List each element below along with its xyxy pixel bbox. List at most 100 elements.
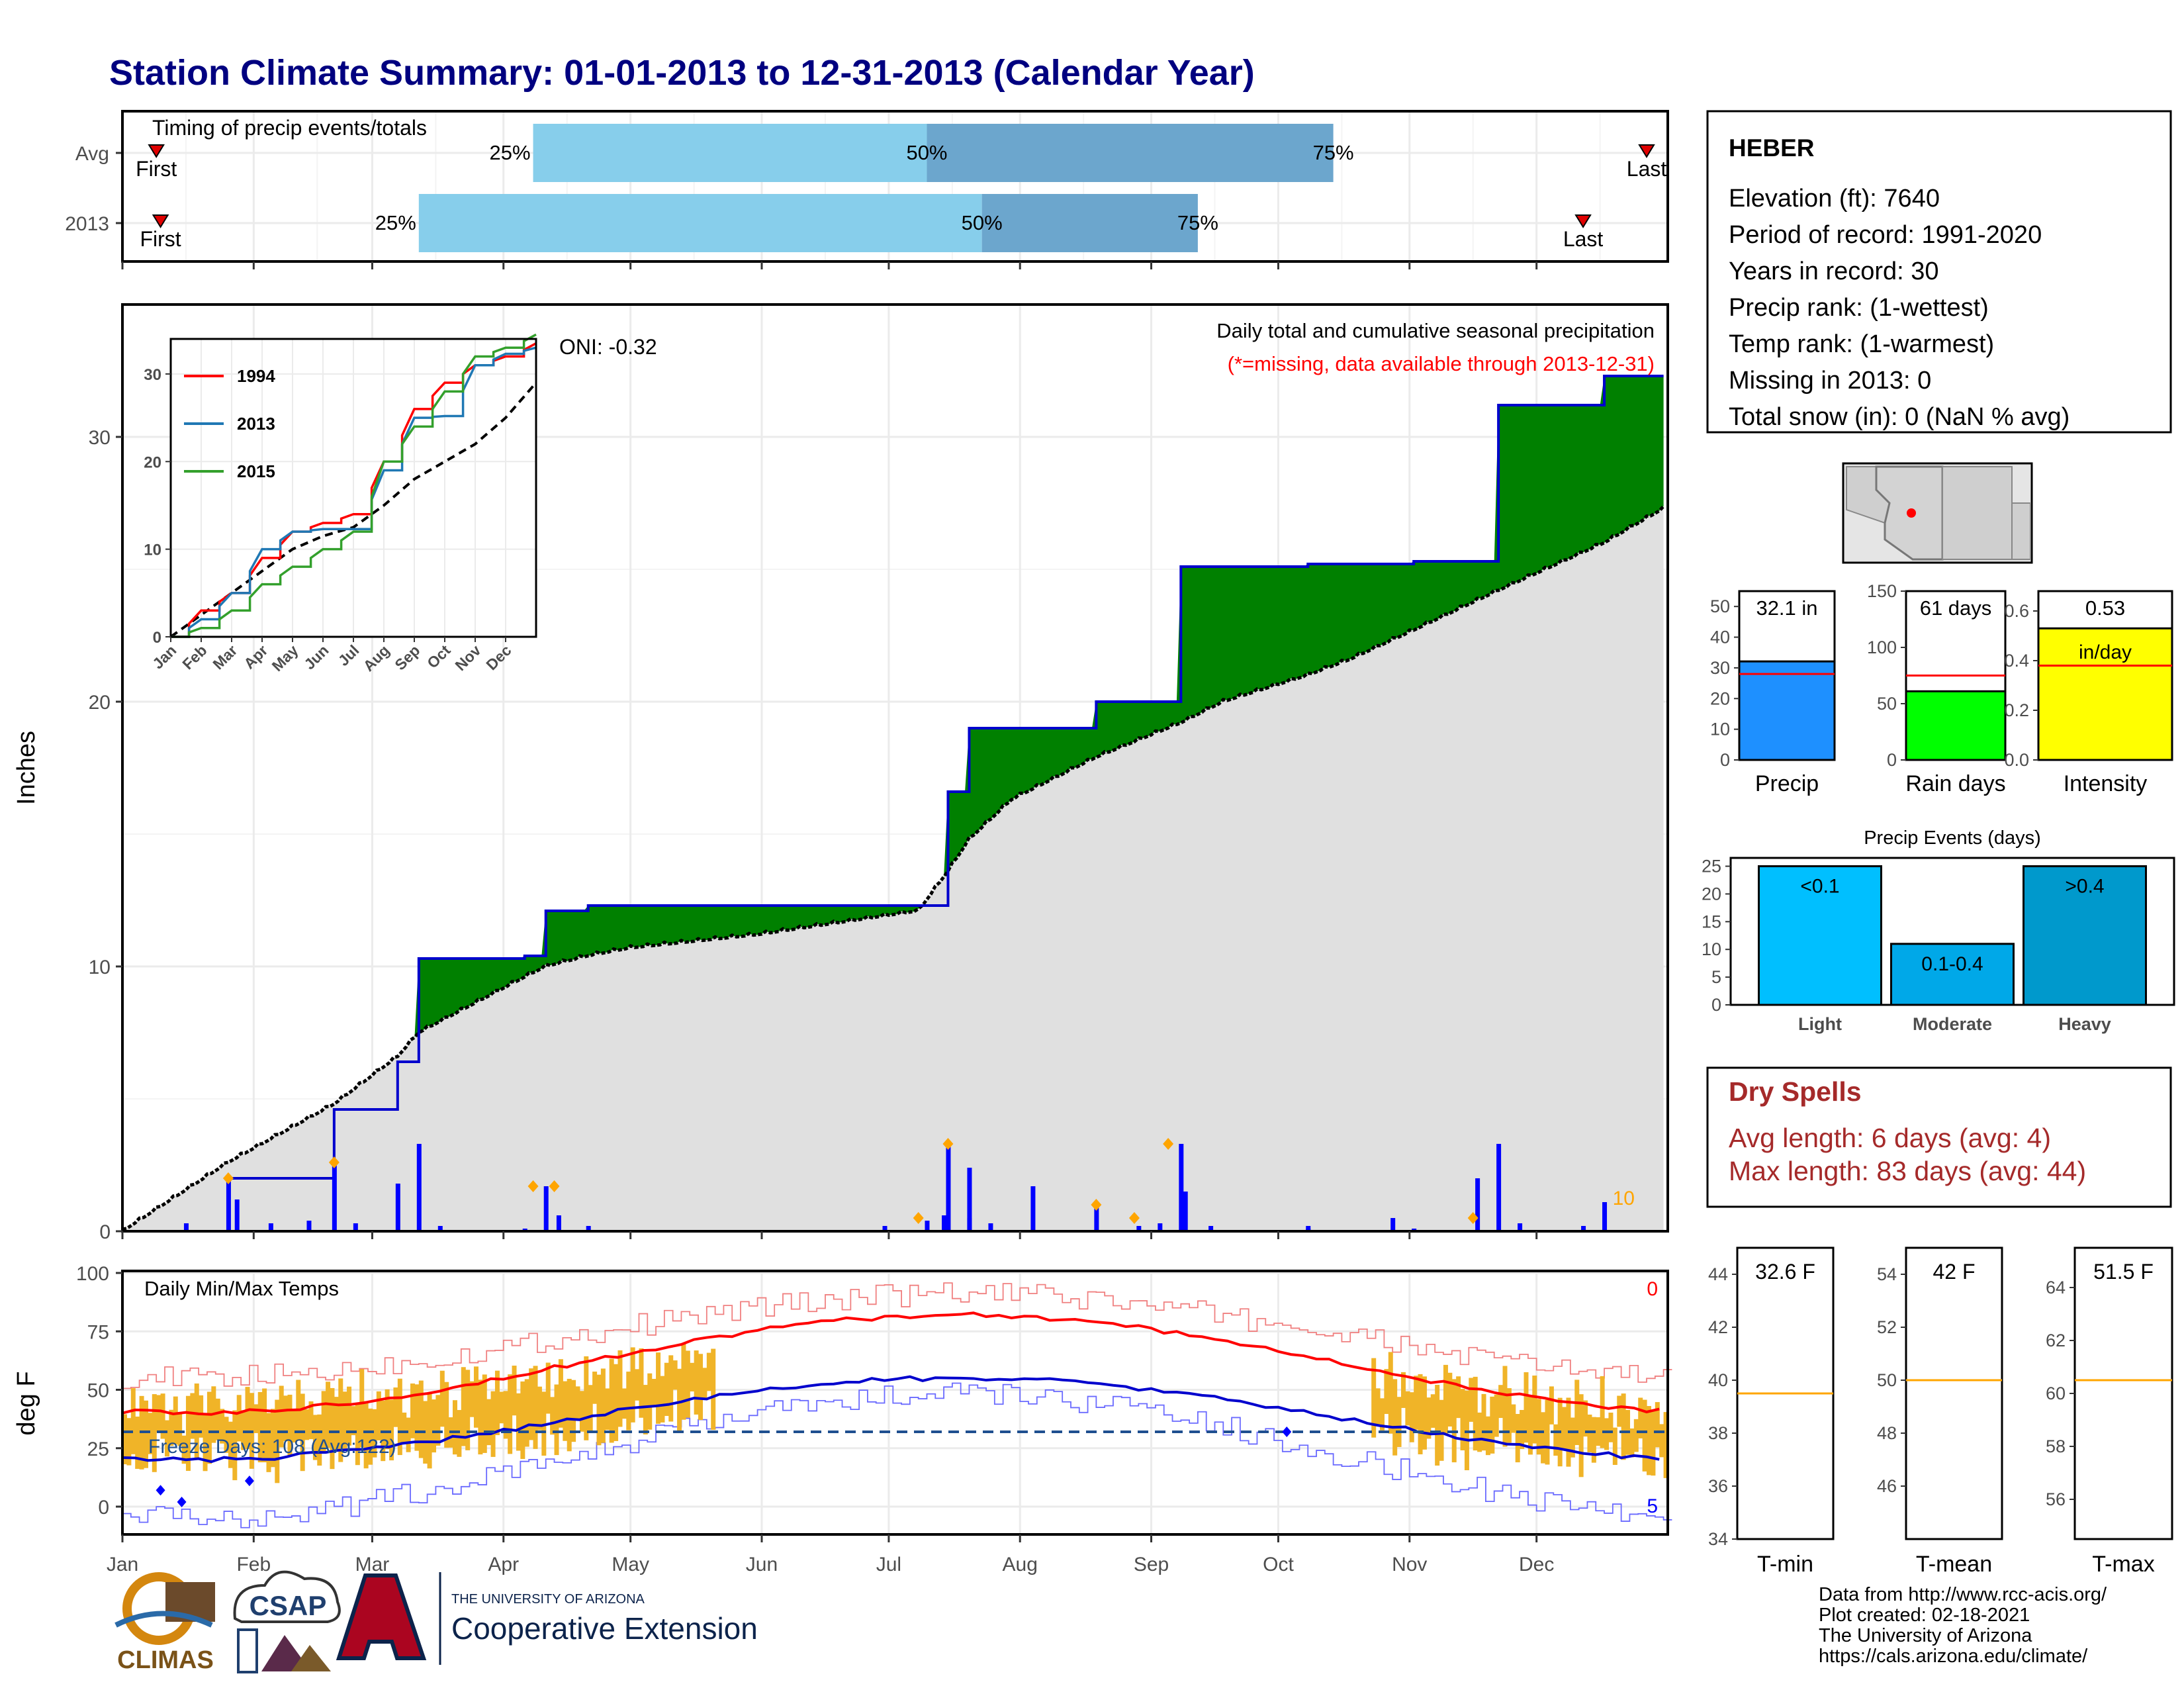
daily-temp-bar (397, 1378, 402, 1456)
daily-temp-bar (1430, 1394, 1435, 1428)
daily-precip-bar (925, 1221, 930, 1231)
temp-summary-ytick: 34 (1708, 1529, 1728, 1549)
heavy-event-marker (1467, 1212, 1479, 1224)
timing-q50-label: 50% (906, 141, 947, 164)
daily-temp-bar (558, 1359, 563, 1428)
temp-ytick-label: 50 (87, 1380, 109, 1402)
event-bar (2023, 865, 2147, 1006)
daily-temp-bar (363, 1401, 369, 1469)
timing-bar-q25-q50 (533, 124, 927, 182)
mini-bar-ytick: 30 (1710, 658, 1730, 678)
precip-events-chart: Precip Events (days) <0.1 Light 0.1-0.4 Mode… (1702, 827, 2175, 1034)
daily-temp-bar (1460, 1389, 1465, 1451)
normal-min-line (122, 1375, 1660, 1464)
daily-temp-bar (685, 1350, 690, 1418)
daily-temp-bar (690, 1362, 695, 1392)
daily-temp-bar (203, 1413, 208, 1472)
daily-temp-bar (1371, 1358, 1377, 1438)
daily-temp-bar (694, 1350, 699, 1415)
daily-temp-bar (270, 1409, 275, 1468)
heavy-event-marker (913, 1212, 924, 1224)
daily-temp-bar (326, 1382, 331, 1448)
daily-temp-bar (351, 1406, 356, 1436)
timing-marker (152, 214, 169, 228)
precip-ylabel: Inches (13, 731, 40, 805)
daily-temp-bar (1596, 1417, 1601, 1446)
mini-bar-ytick: 10 (1710, 720, 1730, 739)
mini-bar-ytick: 50 (1877, 694, 1897, 714)
daily-precip-bar (1136, 1226, 1142, 1231)
daily-precip-bar (268, 1223, 273, 1231)
daily-temp-bar (596, 1374, 602, 1446)
inset-ytick-label: 10 (144, 541, 161, 559)
daily-temp-bar (1633, 1419, 1639, 1452)
daily-precip-bar (1496, 1144, 1502, 1231)
event-bar-label: <0.1 (1800, 876, 1839, 898)
daily-temp-bar (554, 1384, 559, 1456)
daily-temp-bar (275, 1399, 280, 1483)
daily-precip-bar (234, 1199, 240, 1231)
temp-summary-ytick: 62 (2046, 1331, 2066, 1350)
timing-q75-label: 75% (1177, 211, 1218, 234)
daily-temp-bar (194, 1383, 199, 1460)
daily-temp-bar (435, 1395, 441, 1446)
inset-ytick-label: 0 (153, 629, 161, 647)
inset-ytick-label: 20 (144, 453, 161, 471)
daily-temp-bar (1439, 1399, 1444, 1461)
mini-bar (1905, 690, 2007, 761)
cumulative-2013-line (122, 375, 1664, 1233)
timing-marker-label: Last (1627, 157, 1667, 181)
daily-temp-bar (567, 1378, 572, 1452)
daily-temp-bar (173, 1396, 178, 1444)
daily-temp-bar (410, 1383, 416, 1438)
normal-cumulative-line (122, 505, 1665, 1231)
heavy-event-marker (222, 1172, 234, 1184)
daily-temp-bar (516, 1393, 521, 1451)
events-title: Precip Events (days) (1864, 827, 2041, 849)
daily-temp-bar (232, 1410, 238, 1481)
daily-temp-bar (478, 1380, 483, 1455)
inset-ytick-label: 30 (144, 366, 161, 384)
daily-temp-bar (143, 1400, 148, 1468)
daily-temp-bar (1570, 1417, 1575, 1458)
daily-precip-bar (586, 1226, 591, 1231)
daily-precip-bar (1158, 1223, 1163, 1231)
dry-spells-max: Max length: 83 days (avg: 44) (1729, 1156, 2086, 1186)
daily-temp-bar (406, 1417, 411, 1452)
inset-series-line (171, 346, 537, 638)
temp-summary-value: 51.5 F (2093, 1260, 2154, 1284)
daily-temp-bar (681, 1344, 686, 1420)
daily-temp-bar (342, 1391, 347, 1449)
mini-bar-label: Rain days (1905, 771, 2005, 796)
climas-logo-text: CLIMAS (117, 1646, 214, 1674)
mini-bar-value: 32.1 in (1756, 596, 1817, 620)
footer-line: Data from http://www.rcc-acis.org/ (1819, 1584, 2107, 1605)
events-ytick: 0 (1711, 995, 1721, 1015)
daily-precip-bar (1602, 1202, 1608, 1231)
mini-bar-ytick: 0.2 (2004, 700, 2029, 720)
daily-temp-bar (355, 1404, 360, 1466)
daily-precip-bar (1475, 1178, 1480, 1231)
mini-bar (1738, 660, 1836, 761)
daily-temp-bar (169, 1409, 174, 1446)
temp-summary-ytick: 48 (1877, 1423, 1897, 1443)
ua-logo-big-text: Cooperative Extension (451, 1611, 758, 1646)
daily-temp-bar (1502, 1366, 1508, 1447)
precip-panel-subtitle: (*=missing, data available through 2013-… (1228, 352, 1655, 375)
daily-temp-bar (1527, 1395, 1533, 1455)
record-low-marker (244, 1476, 254, 1487)
daily-temp-bar (541, 1391, 547, 1456)
daily-precip-bar (1208, 1226, 1214, 1231)
inset-legend-label: 2015 (237, 461, 275, 481)
daily-temp-bar (1400, 1372, 1406, 1408)
mini-bar (2037, 627, 2173, 761)
daily-temp-bar (241, 1410, 246, 1450)
daily-precip-bar (416, 1144, 422, 1231)
daily-temp-bar (190, 1393, 195, 1439)
daily-temp-bar (414, 1384, 420, 1451)
daily-temp-bar (135, 1416, 140, 1469)
precip-ytick-label: 30 (89, 427, 111, 449)
daily-temp-bar (1443, 1364, 1448, 1434)
